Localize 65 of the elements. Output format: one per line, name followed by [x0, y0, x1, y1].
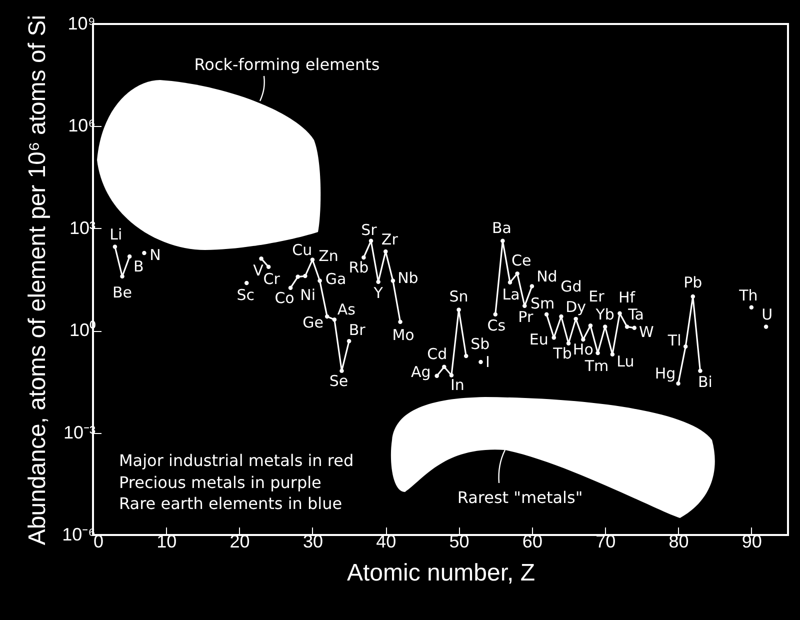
annotation: Nb [398, 268, 418, 287]
annotation: N [150, 246, 161, 264]
x-axis-title: Atomic number, Z [346, 560, 536, 586]
point [698, 368, 702, 373]
annotation: Eu [529, 330, 548, 349]
annotation: Rock-forming elements [194, 55, 380, 74]
annotation: Ta [627, 306, 644, 324]
annotation: W [638, 322, 654, 341]
annotation: Major industrial metals in red [119, 451, 354, 470]
annotation: Ag [410, 362, 431, 381]
annotation: Gd [560, 277, 582, 296]
annotation: Br [348, 321, 366, 340]
annotation: Ho [572, 340, 594, 358]
annotation: Rare earth elements in blue [119, 494, 342, 513]
annotation: Bi [698, 372, 712, 391]
annotation: Pb [684, 274, 702, 292]
annotation: Tm [584, 357, 609, 375]
annotation: Li [110, 226, 122, 244]
annotation: Yb [594, 306, 614, 324]
annotation: Rb [348, 258, 369, 276]
annotation: Ga [325, 270, 346, 288]
annotation: Tl [666, 332, 682, 350]
annotation: As [337, 300, 356, 319]
annotation: Cr [263, 270, 281, 288]
point [690, 294, 696, 299]
point [683, 344, 688, 349]
annotation: Tb [552, 344, 572, 362]
annotation: Ge [302, 313, 324, 332]
annotation: Cs [487, 316, 506, 334]
annotation: Cd [427, 344, 448, 363]
annotation: V [253, 262, 264, 280]
annotation: Sb [470, 334, 490, 353]
y-tick-label: 10⁹ [68, 14, 96, 34]
annotation: Be [112, 283, 132, 302]
annotation: Cu [292, 241, 312, 260]
annotation: In [450, 376, 464, 394]
annotation: Hg [654, 364, 676, 382]
annotation: Er [588, 288, 606, 306]
annotation: Hf [618, 288, 636, 306]
annotation: Se [329, 372, 348, 390]
annotation: Zn [318, 246, 338, 265]
annotation: Sc [236, 286, 255, 304]
annotation: Ce [511, 252, 532, 270]
annotation: Th [738, 286, 758, 304]
point [676, 381, 680, 386]
point [266, 264, 271, 270]
annotation: B [133, 257, 144, 276]
annotation: Mo [392, 326, 414, 344]
annotation: Ni [300, 286, 316, 304]
annotation: Ba [492, 218, 512, 237]
annotation: Y [372, 284, 384, 302]
annotation: Sn [449, 288, 468, 306]
annotation: Zr [381, 230, 399, 248]
annotation: Co [274, 288, 294, 307]
y-axis-title: Abundance, atoms of element per 10⁶ atoms of Si [24, 14, 52, 546]
annotation: Lu [616, 352, 634, 370]
annotation: Nd [536, 267, 558, 286]
annotation: U [762, 306, 773, 324]
annotation: Rarest "metals" [457, 488, 583, 507]
annotation: Sr [361, 220, 378, 239]
point [259, 256, 264, 261]
annotation: Dy [566, 298, 586, 316]
annotation: I [486, 352, 490, 371]
annotation: La [502, 285, 520, 304]
annotation: Precious metals in purple [119, 473, 322, 492]
